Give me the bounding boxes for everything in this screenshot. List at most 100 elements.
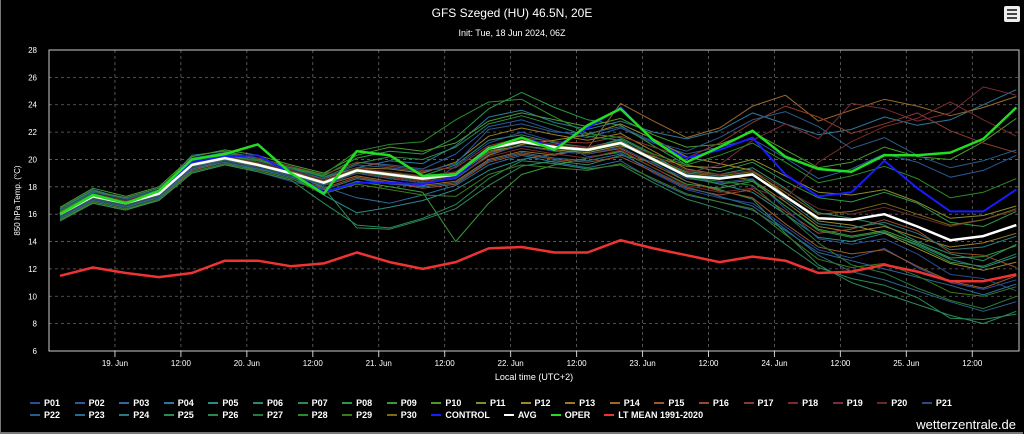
y-tick-label: 10 <box>28 292 37 301</box>
legend-item-p17[interactable]: P17 <box>743 398 789 408</box>
legend-swatch <box>252 414 263 416</box>
credit-text: wetterzentrale.de <box>916 417 1016 432</box>
legend-item-p23[interactable]: P23 <box>74 410 120 420</box>
legend-swatch <box>604 414 615 416</box>
legend-swatch <box>503 414 514 416</box>
legend-item-p09[interactable]: P09 <box>386 398 432 408</box>
legend-label: P15 <box>668 398 685 408</box>
series-line-p21 <box>59 145 1017 292</box>
legend-item-p24[interactable]: P24 <box>119 410 164 420</box>
legend-swatch <box>520 402 531 404</box>
legend-label: P06 <box>266 398 283 408</box>
series-line-p26 <box>59 115 1017 267</box>
series-line-p07 <box>59 154 1017 325</box>
x-tick-label: 19. Jun <box>102 359 128 368</box>
legend-label: P26 <box>222 410 239 420</box>
legend-label: P23 <box>88 410 105 420</box>
legend-swatch <box>832 402 843 404</box>
legend-item-p07[interactable]: P07 <box>297 398 343 408</box>
legend-item-p14[interactable]: P14 <box>609 398 655 408</box>
legend-item-p27[interactable]: P27 <box>252 410 298 420</box>
series-line-p25 <box>59 160 1017 320</box>
x-tick-label: 22. Jun <box>498 359 524 368</box>
legend-item-lt-mean-1991-2020[interactable]: LT MEAN 1991-2020 <box>604 410 703 420</box>
y-tick-label: 26 <box>28 73 37 82</box>
y-tick-label: 22 <box>28 128 37 137</box>
legend-swatch <box>743 402 754 404</box>
x-tick-label: 12:00 <box>962 359 983 368</box>
legend-swatch <box>252 402 263 404</box>
series-line-lt-mean-1991-2020 <box>59 238 1017 283</box>
legend-label: AVG <box>517 410 537 420</box>
legend-item-p12[interactable]: P12 <box>520 398 566 408</box>
hamburger-menu-icon[interactable] <box>1004 6 1020 22</box>
legend-swatch <box>550 414 561 416</box>
legend-swatch <box>386 402 397 404</box>
legend-item-p03[interactable]: P03 <box>119 398 164 408</box>
legend-item-p29[interactable]: P29 <box>342 410 387 420</box>
x-tick-label: 23. Jun <box>629 359 655 368</box>
y-tick-label: 8 <box>33 320 38 329</box>
chart-title: GFS Szeged (HU) 46.5N, 20E <box>431 6 593 20</box>
legend-item-p01[interactable]: P01 <box>30 398 75 408</box>
legend-item-oper[interactable]: OPER <box>550 410 590 420</box>
legend-item-p11[interactable]: P11 <box>475 398 521 408</box>
legend-label: P11 <box>489 398 506 408</box>
x-tick-label: 20. Jun <box>234 359 260 368</box>
legend-item-p30[interactable]: P30 <box>386 410 432 420</box>
series-line-oper <box>59 106 1018 216</box>
legend-swatch <box>342 414 353 416</box>
legend-item-p15[interactable]: P15 <box>654 398 699 408</box>
legend-item-p25[interactable]: P25 <box>163 410 209 420</box>
legend-label: P01 <box>44 398 61 408</box>
legend-item-p22[interactable]: P22 <box>30 410 75 420</box>
legend-label: P18 <box>802 398 819 408</box>
legend-swatch <box>565 402 576 404</box>
legend-swatch <box>877 402 888 404</box>
legend-label: P22 <box>44 410 61 420</box>
legend-swatch <box>74 414 85 416</box>
legend-item-p08[interactable]: P08 <box>342 398 387 408</box>
legend-swatch <box>208 414 219 416</box>
legend-label: P09 <box>400 398 417 408</box>
legend-label: P19 <box>846 398 863 408</box>
legend-label: P08 <box>356 398 373 408</box>
legend-item-p28[interactable]: P28 <box>297 410 343 420</box>
legend-item-p13[interactable]: P13 <box>565 398 610 408</box>
legend-label: P28 <box>311 410 328 420</box>
legend-item-avg[interactable]: AVG <box>503 410 537 420</box>
legend-label: P05 <box>222 398 239 408</box>
y-tick-label: 14 <box>28 238 37 247</box>
y-tick-label: 20 <box>28 155 37 164</box>
legend-item-p06[interactable]: P06 <box>252 398 298 408</box>
legend-item-p02[interactable]: P02 <box>74 398 120 408</box>
series-line-p04 <box>59 89 1017 210</box>
series-line-p27 <box>59 142 1017 310</box>
legend-item-p10[interactable]: P10 <box>431 398 476 408</box>
legend-label: P04 <box>177 398 194 408</box>
legend-item-p20[interactable]: P20 <box>877 398 922 408</box>
x-tick-label: 24. Jun <box>761 359 787 368</box>
legend-item-p18[interactable]: P18 <box>788 398 833 408</box>
y-tick-label: 6 <box>33 347 38 356</box>
legend-swatch <box>609 402 620 404</box>
x-axis-title: Local time (UTC+2) <box>495 372 573 382</box>
x-tick-label: 25. Jun <box>893 359 919 368</box>
legend-item-p04[interactable]: P04 <box>163 398 209 408</box>
legend-label: P14 <box>623 398 640 408</box>
legend-item-p05[interactable]: P05 <box>208 398 253 408</box>
legend-swatch <box>342 402 353 404</box>
legend-item-control[interactable]: CONTROL <box>431 410 490 420</box>
legend-item-p19[interactable]: P19 <box>832 398 878 408</box>
legend-swatch <box>119 414 130 416</box>
legend-item-p16[interactable]: P16 <box>698 398 744 408</box>
legend-label: P12 <box>534 398 551 408</box>
series-line-p19 <box>59 86 1017 215</box>
legend-item-p26[interactable]: P26 <box>208 410 253 420</box>
legend-swatch <box>208 402 219 404</box>
legend-swatch <box>386 414 397 416</box>
legend-item-p21[interactable]: P21 <box>921 398 967 408</box>
plot-area-border <box>48 49 1020 352</box>
y-tick-label: 24 <box>28 101 37 110</box>
